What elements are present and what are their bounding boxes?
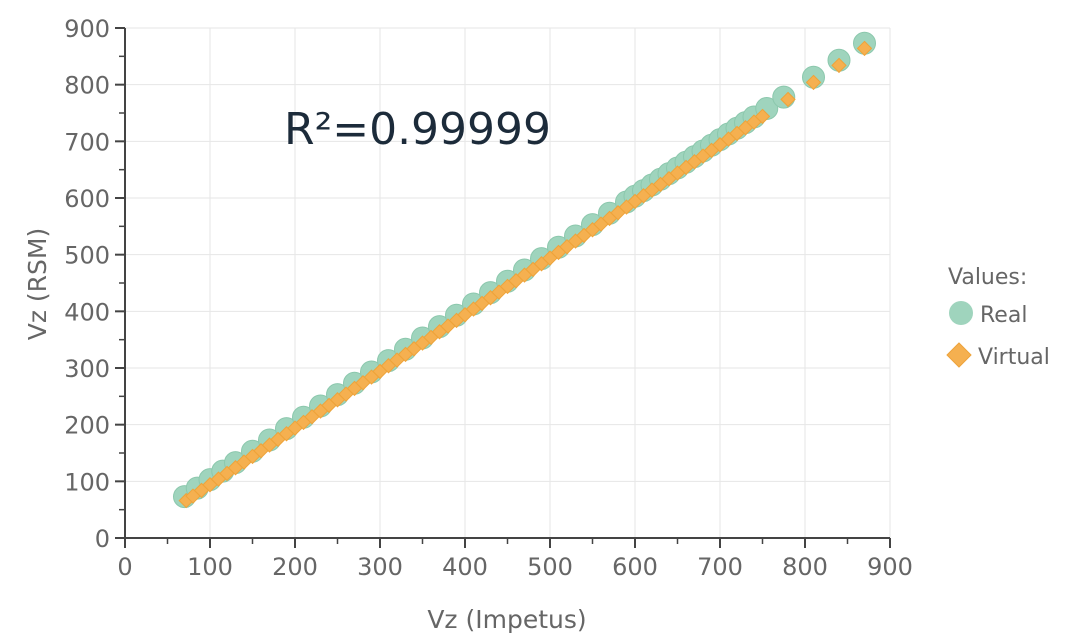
legend-title: Values:	[948, 265, 1027, 290]
y-tick-label: 900	[64, 15, 110, 43]
x-axis-title: Vz (Impetus)	[427, 605, 586, 634]
legend-marker-real	[949, 301, 973, 325]
y-tick-label: 0	[95, 525, 110, 553]
axes	[115, 27, 891, 548]
y-tick-label: 600	[64, 185, 110, 213]
y-tick-label: 300	[64, 355, 110, 383]
x-tick-label: 0	[117, 553, 132, 581]
y-tick-label: 700	[64, 128, 110, 156]
data-point-virtual	[856, 40, 873, 57]
y-tick-label: 500	[64, 242, 110, 270]
legend: Values: Real Virtual	[946, 265, 1050, 370]
y-tick-label: 200	[64, 412, 110, 440]
series-virtual	[178, 40, 873, 509]
x-tick-label: 900	[867, 553, 913, 581]
y-tick-label: 400	[64, 298, 110, 326]
x-tick-label: 800	[782, 553, 828, 581]
data-point-virtual	[805, 74, 822, 91]
x-tick-label: 100	[187, 553, 233, 581]
r-squared-annotation: R²=0.99999	[284, 104, 551, 155]
y-tick-label: 800	[64, 72, 110, 100]
data-point-virtual	[831, 57, 847, 74]
grid	[125, 27, 891, 538]
tick-labels: 0 100 200 300 400 500 600 700 800 900 0 100 200 300 40…	[64, 15, 913, 581]
legend-label-virtual: Virtual	[978, 345, 1050, 370]
legend-label-real: Real	[980, 303, 1027, 328]
x-tick-label: 200	[272, 553, 318, 581]
data-point-virtual	[754, 108, 771, 125]
x-tick-label: 400	[442, 553, 488, 581]
x-tick-label: 700	[697, 553, 743, 581]
x-tick-label: 600	[612, 553, 658, 581]
data-point-virtual	[780, 91, 796, 108]
x-tick-label: 500	[527, 553, 573, 581]
x-tick-label: 300	[357, 553, 403, 581]
y-tick-label: 100	[64, 468, 110, 496]
legend-marker-virtual	[946, 342, 972, 368]
y-axis-title: Vz (RSM)	[23, 228, 52, 341]
